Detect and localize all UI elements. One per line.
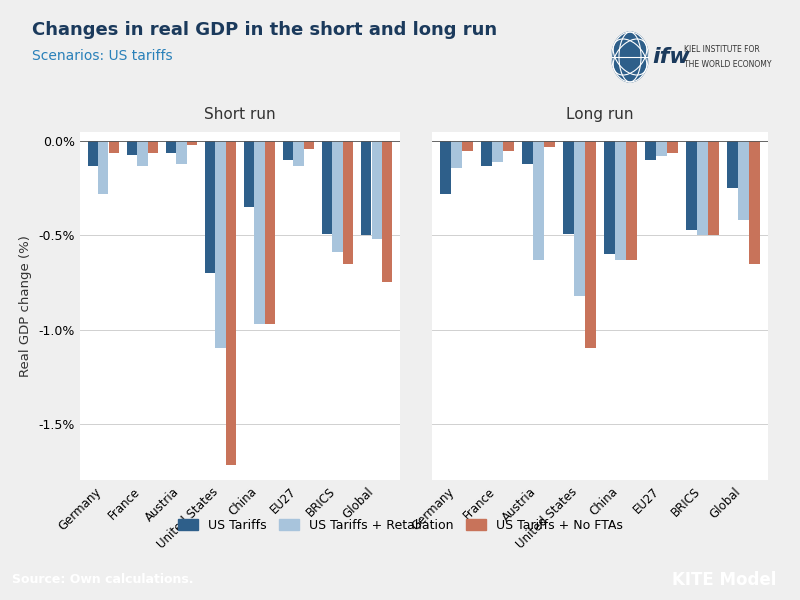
Bar [727,142,738,188]
Bar [481,142,492,166]
Bar [749,142,760,263]
Bar [148,142,158,152]
Text: Short run: Short run [204,107,276,122]
Bar [254,142,265,324]
Bar [127,142,137,155]
Bar [343,142,353,263]
Bar [283,142,293,160]
Bar [462,142,473,151]
Bar [109,142,119,152]
Bar [615,142,626,260]
Bar [697,142,708,235]
Bar [492,142,503,162]
Bar [645,142,656,160]
Text: Changes in real GDP in the short and long run: Changes in real GDP in the short and lon… [32,21,497,39]
Bar [686,142,697,230]
Text: KIEL INSTITUTE FOR: KIEL INSTITUTE FOR [684,45,760,54]
Bar [88,142,98,166]
Bar [503,142,514,151]
Bar [544,142,555,147]
Text: ifw: ifw [652,47,690,67]
Bar [215,142,226,349]
Bar [440,142,451,194]
Text: THE WORLD ECONOMY: THE WORLD ECONOMY [684,60,771,69]
Bar [333,142,342,253]
Y-axis label: Real GDP change (%): Real GDP change (%) [18,235,32,377]
Bar [138,142,147,166]
Bar [166,142,176,152]
Bar [451,142,462,168]
Bar [382,142,392,283]
Text: Source: Own calculations.: Source: Own calculations. [12,573,194,586]
Bar [563,142,574,233]
Bar [98,142,109,194]
Bar [534,142,544,260]
Bar [626,142,637,260]
Bar [176,142,186,164]
Bar [586,142,596,349]
Bar [604,142,614,254]
Bar [322,142,332,233]
Bar [656,142,666,157]
Bar [738,142,749,220]
Text: KITE Model: KITE Model [672,571,776,589]
Bar [667,142,678,152]
Bar [371,142,382,239]
Bar [708,142,719,235]
Bar [361,142,371,235]
Bar [187,142,197,145]
Bar [244,142,254,207]
Bar [304,142,314,149]
Circle shape [612,32,648,82]
Bar [294,142,304,166]
Bar [226,142,236,465]
Bar [265,142,275,324]
Text: Scenarios: US tariffs: Scenarios: US tariffs [32,49,173,63]
Bar [574,142,585,296]
Legend: US Tariffs, US Tariffs + Retaliation, US Tariffs + No FTAs: US Tariffs, US Tariffs + Retaliation, US… [173,514,627,537]
Text: Long run: Long run [566,107,634,122]
Bar [205,142,215,273]
Bar [522,142,533,164]
